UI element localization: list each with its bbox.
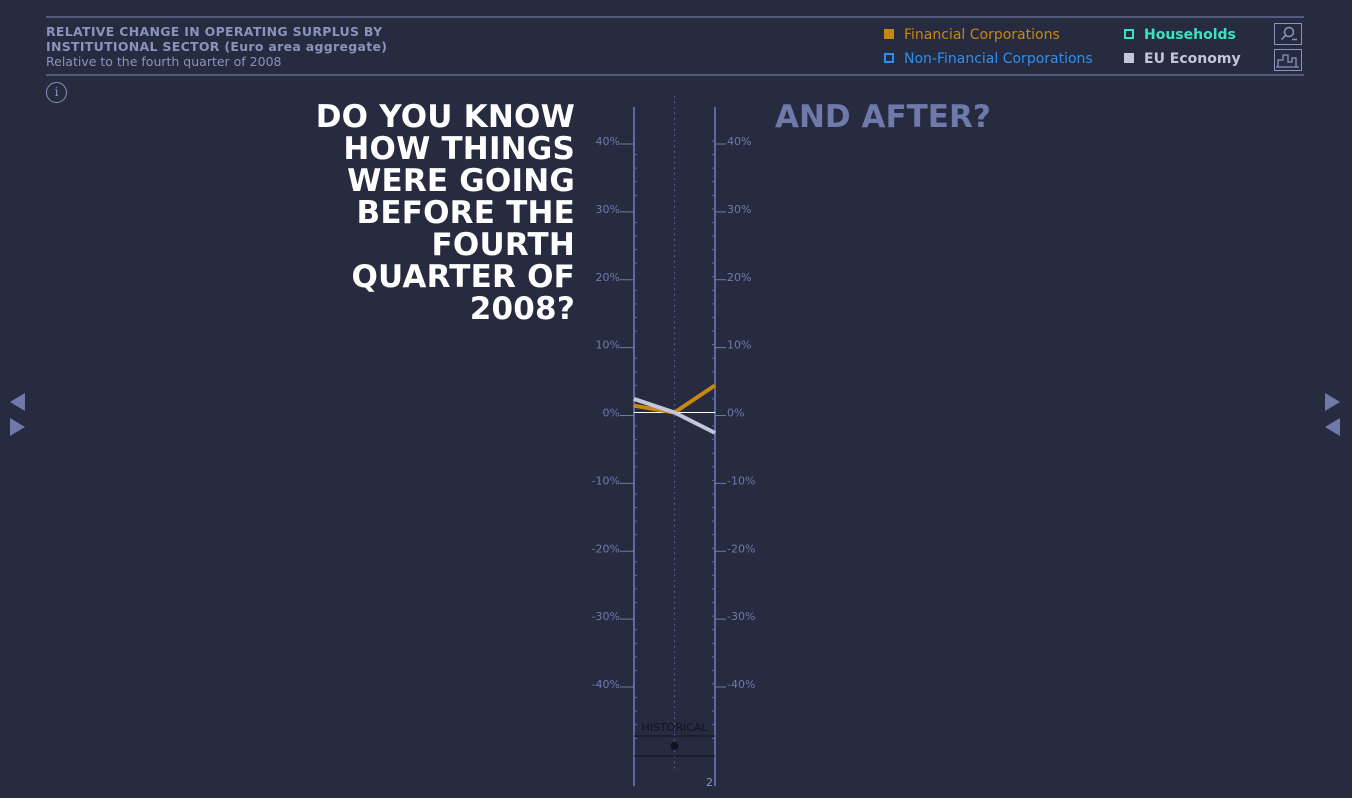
question-line: FOURTH: [431, 227, 575, 263]
next-arrow-icon[interactable]: [1325, 393, 1340, 411]
header-bottom-rule: [46, 74, 1304, 76]
y-tick-label-left: 40%: [596, 135, 620, 148]
timeline-handle: [670, 742, 679, 750]
question-line: 2008?: [469, 291, 575, 327]
y-tick-label-left: -10%: [592, 474, 620, 487]
y-tick-label-left: 20%: [596, 271, 620, 284]
header-top-rule: [46, 16, 1304, 18]
magnifier-zoom-icon: [1280, 26, 1297, 41]
y-tick-label-left: 30%: [596, 203, 620, 216]
next-arrow-icon[interactable]: [10, 418, 25, 436]
y-tick-label-left: 10%: [596, 339, 620, 352]
and-after-heading: AND AFTER?: [775, 99, 991, 135]
chart-view-button[interactable]: [1274, 49, 1302, 71]
timeline-tick-label: 2: [706, 776, 713, 789]
question-line: WERE GOING: [347, 163, 575, 199]
y-tick-label-right: -10%: [727, 474, 755, 487]
y-tick-label-right: 30%: [727, 203, 751, 216]
y-tick-label-right: -40%: [727, 678, 755, 691]
chart-title: RELATIVE CHANGE IN OPERATING SURPLUS BY …: [46, 24, 387, 69]
legend-label: Non-Financial Corporations: [904, 51, 1093, 67]
legend-non-financial-corporations[interactable]: Non-Financial Corporations: [884, 50, 1093, 68]
question-line: HOW THINGS: [343, 131, 575, 167]
legend-swatch-outline: [884, 53, 894, 63]
previous-arrow-icon[interactable]: [1325, 418, 1340, 436]
series-line: [633, 383, 717, 415]
legend-eu-economy[interactable]: EU Economy: [1124, 50, 1241, 68]
y-tick-label-left: -20%: [592, 542, 620, 555]
y-tick-label-right: -20%: [727, 542, 755, 555]
legend-financial-corporations[interactable]: Financial Corporations: [884, 26, 1060, 44]
y-tick-label-right: -30%: [727, 610, 755, 623]
legend-label: Financial Corporations: [904, 27, 1060, 43]
legend-label: Households: [1144, 27, 1236, 43]
legend-households[interactable]: Households: [1124, 26, 1236, 44]
y-tick-label-right: 20%: [727, 271, 751, 284]
question-line: DO YOU KNOW: [315, 99, 575, 135]
legend-swatch-filled: [884, 29, 894, 39]
y-tick-label-right: 0%: [727, 407, 744, 420]
series-line: [633, 397, 716, 435]
previous-arrow-icon[interactable]: [10, 393, 25, 411]
y-tick-label-left: -30%: [592, 610, 620, 623]
title-line-1: RELATIVE CHANGE IN OPERATING SURPLUS BY: [46, 24, 383, 39]
timeline-label: HISTORICAL: [641, 721, 708, 734]
title-line-2: INSTITUTIONAL SECTOR (Euro area aggregat…: [46, 39, 388, 54]
legend-swatch-filled: [1124, 53, 1134, 63]
y-tick-label-left: 0%: [603, 407, 620, 420]
legend-label: EU Economy: [1144, 51, 1241, 67]
legend-swatch-outline: [1124, 29, 1134, 39]
question-text: DO YOU KNOW HOW THINGS WERE GOING BEFORE…: [316, 101, 575, 325]
info-icon[interactable]: i: [46, 82, 67, 103]
question-line: QUARTER OF: [351, 259, 575, 295]
y-tick-label-right: 40%: [727, 135, 751, 148]
subtitle: Relative to the fourth quarter of 2008: [46, 54, 282, 69]
y-tick-label-right: 10%: [727, 339, 751, 352]
zoom-button[interactable]: [1274, 23, 1302, 45]
question-line: BEFORE THE: [356, 195, 575, 231]
bar-chart-icon: [1276, 54, 1299, 68]
y-tick-label-left: -40%: [592, 678, 620, 691]
